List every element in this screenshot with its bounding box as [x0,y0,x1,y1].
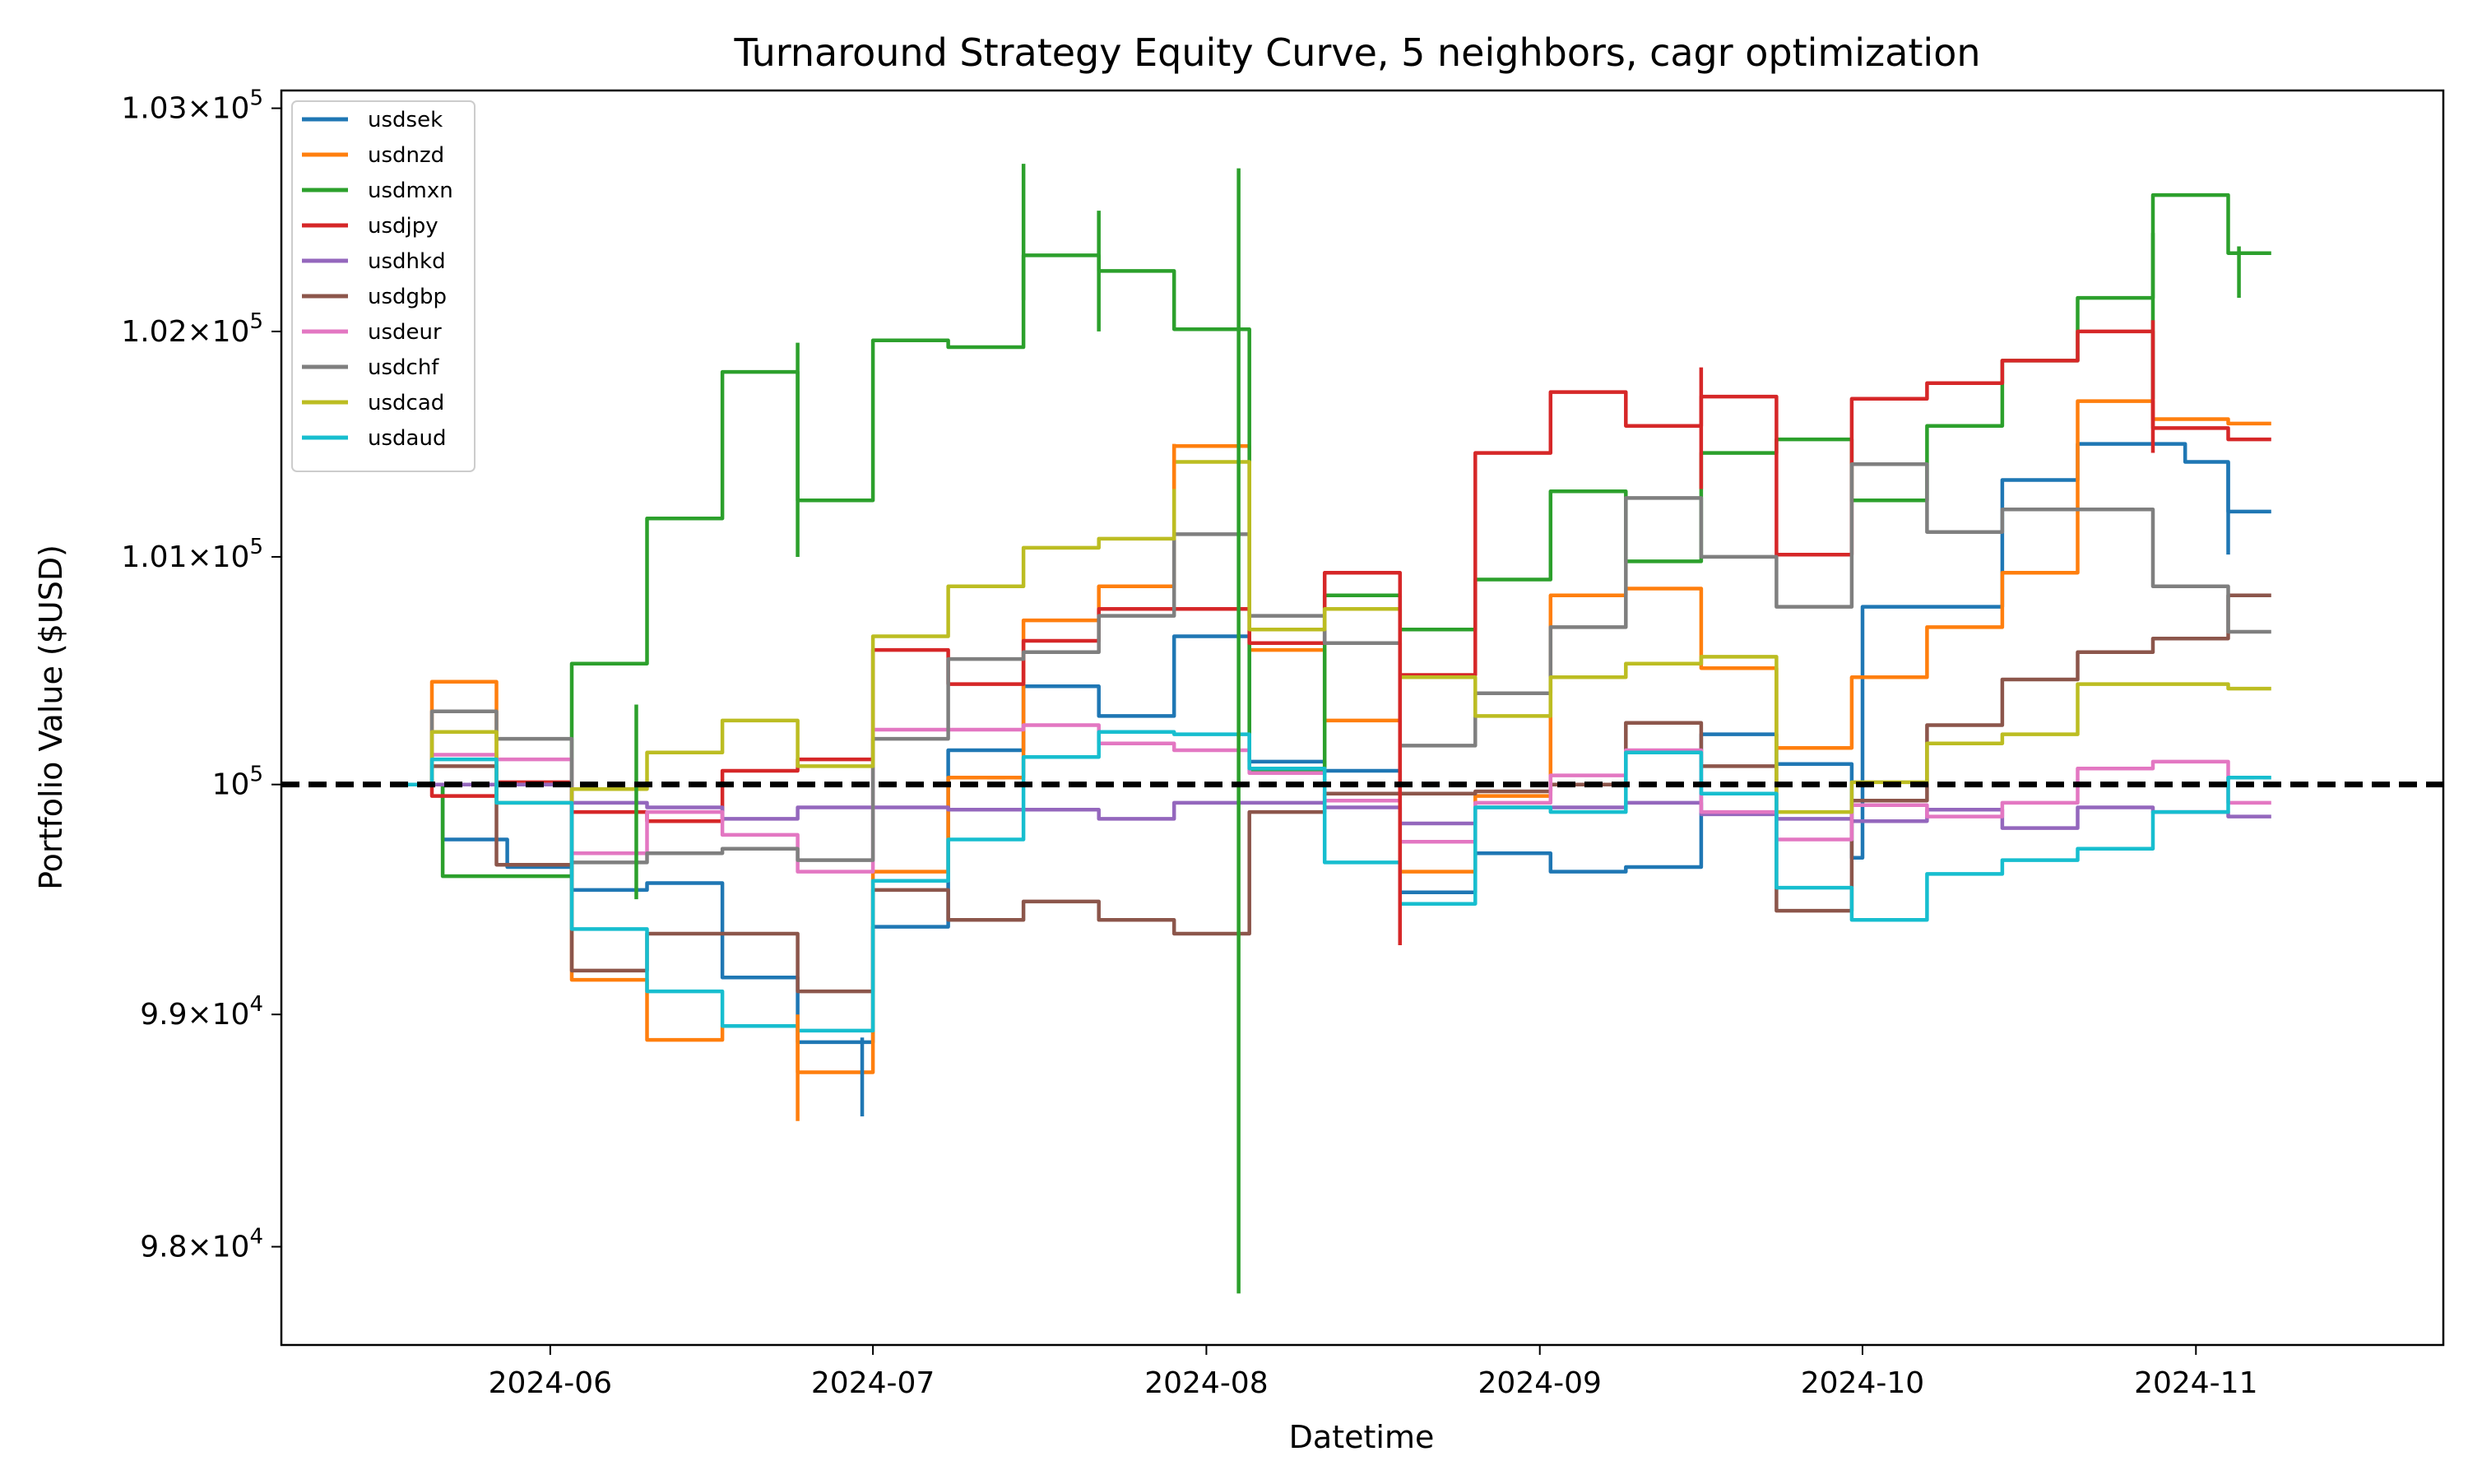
x-tick-label: 2024-06 [489,1366,612,1400]
plot-frame [280,89,2445,1347]
legend-label-usdjpy: usdjpy [368,214,438,239]
x-tick-label: 2024-09 [1478,1366,1602,1400]
series-line-usdgbp [399,593,2271,994]
x-tick-label: 2024-08 [1144,1366,1268,1400]
chart-title: Turnaround Strategy Equity Curve, 5 neig… [734,30,1981,75]
x-axis-title: Datetime [1289,1419,1435,1455]
legend-label-usdsek: usdsek [368,108,443,132]
x-axis: 2024-06 2024-07 2024-08 2024-09 2024-10 2024-… [489,1345,2257,1400]
legend-label-usdgbp: usdgbp [368,285,447,309]
legend-label-usdchf: usdchf [368,355,439,380]
x-tick-label: 2024-07 [811,1366,935,1400]
y-axis-title: Portfolio Value ($USD) [33,545,69,890]
series-line-usdaud [399,730,2271,1033]
series-line-usdmxn [399,192,2271,879]
series-line-usdnzd [399,399,2271,1074]
legend-label-usdhkd: usdhkd [368,249,446,274]
legend-label-usdeur: usdeur [368,320,442,345]
series-line-usdcad [399,460,2271,814]
legend-label-usdaud: usdaud [368,426,446,451]
y-tick-label: 1.02×105 [121,309,263,349]
legend-label-usdnzd: usdnzd [368,143,444,168]
y-tick-label: 9.9×104 [140,992,263,1032]
x-tick-label: 2024-10 [1801,1366,1924,1400]
legend: usdsek usdnzd usdmxn usdjpy usdhkd usdgbp usde… [291,100,476,472]
y-tick-label: 9.8×104 [140,1225,263,1264]
y-tick-label: 105 [212,763,263,802]
y-axis: 9.8×104 9.9×104 105 1.01×105 1.02×105 1.03×10… [121,86,281,1264]
series-line-usdchf [399,462,2271,865]
series-line-usdeur [399,723,2271,874]
y-tick-label: 1.03×105 [121,86,263,126]
legend-box [291,100,476,472]
series-line-usdjpy [399,329,2271,823]
legend-label-usdmxn: usdmxn [368,179,453,203]
series-lines [399,164,2271,1294]
legend-label-usdcad: usdcad [368,391,444,415]
x-tick-label: 2024-11 [2134,1366,2257,1400]
y-tick-label: 1.01×105 [121,535,263,574]
